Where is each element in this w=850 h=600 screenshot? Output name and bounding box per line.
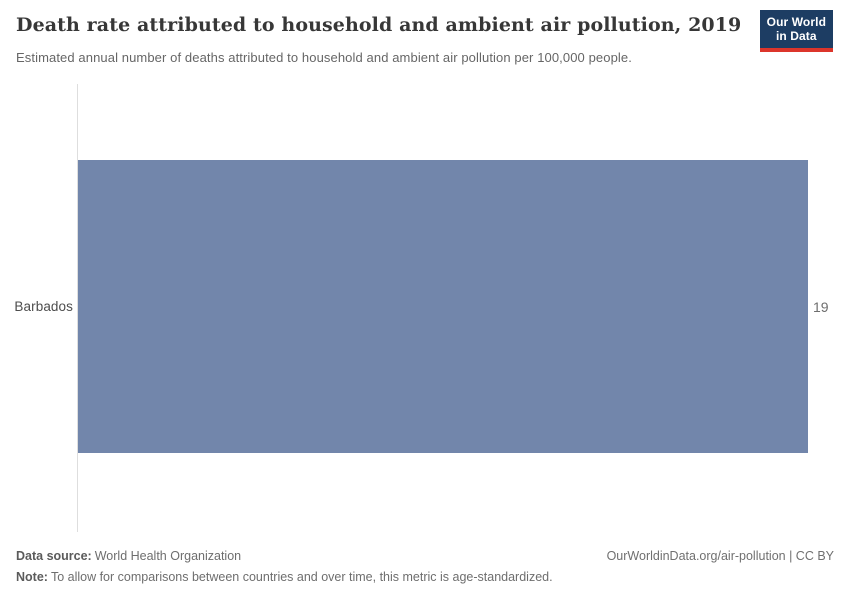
- footer-note: Note: To allow for comparisons between co…: [16, 570, 553, 584]
- bar-barbados[interactable]: [78, 160, 808, 453]
- data-source-text: World Health Organization: [94, 549, 242, 563]
- owid-logo-line2: in Data: [775, 29, 817, 44]
- note-label: Note:: [16, 570, 48, 584]
- entity-label-barbados: Barbados: [14, 299, 73, 314]
- chart-subtitle: Estimated annual number of deaths attrib…: [16, 50, 632, 65]
- note-text: To allow for comparisons between countri…: [50, 570, 553, 584]
- value-label-barbados: 19: [813, 299, 829, 315]
- footer-attribution-link[interactable]: OurWorldinData.org/air-pollution | CC BY: [606, 549, 834, 563]
- footer-data-source: Data source: World Health Organization: [16, 549, 241, 563]
- data-source-label: Data source:: [16, 549, 92, 563]
- owid-logo-line1: Our World: [766, 15, 826, 29]
- chart-title: Death rate attributed to household and a…: [16, 14, 742, 36]
- owid-logo[interactable]: Our World in Data: [759, 10, 833, 52]
- y-axis-line: [77, 84, 78, 532]
